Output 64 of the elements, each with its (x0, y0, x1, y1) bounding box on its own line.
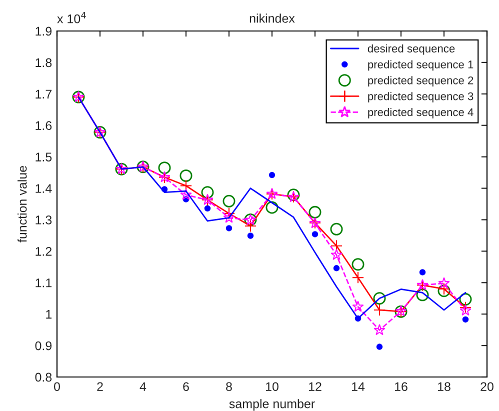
point (180, 169, 192, 182)
legend-label: predicted sequence 1 (368, 60, 474, 71)
point (222, 207, 236, 220)
y-tick-label: 1.9 (36, 26, 52, 36)
point (374, 324, 386, 336)
point (376, 344, 383, 350)
chart-title: nikindex (250, 14, 295, 23)
y-tick-label: 1.1 (36, 278, 52, 288)
y-tick-label: 1.3 (36, 216, 52, 224)
y-axis-title: function value (18, 166, 27, 242)
x-tick-label: 14 (352, 382, 365, 391)
point (373, 292, 386, 305)
point (226, 225, 232, 232)
point (462, 316, 469, 323)
x-tick-label: 16 (395, 382, 408, 392)
point (204, 205, 211, 212)
point (223, 212, 235, 223)
x-tick-label: 20 (480, 382, 494, 392)
point (352, 258, 364, 271)
y-tick-label: 1 (46, 310, 52, 319)
point (266, 201, 278, 214)
legend-label: desired sequence (368, 44, 455, 55)
x-axis-title: sample number (229, 399, 315, 411)
x-tick-label: 18 (438, 382, 450, 392)
point (312, 231, 318, 238)
point (330, 248, 342, 260)
point (158, 162, 171, 174)
x-tick-label: 10 (266, 382, 278, 392)
y-tick-label: 0.8 (35, 372, 52, 382)
point (244, 220, 257, 232)
point (308, 206, 322, 218)
point (268, 172, 276, 178)
y-tick-label: 1.2 (36, 246, 52, 256)
point (247, 232, 254, 239)
y-tick-label: 1.4 (36, 184, 52, 193)
point (460, 304, 472, 316)
legend-label: predicted sequence 3 (368, 92, 474, 102)
y-tick-label: 1.5 (36, 152, 52, 162)
point (222, 194, 236, 208)
point (373, 304, 386, 316)
legend-label: predicted sequence 4 (368, 108, 474, 118)
y-tick-label: 1.6 (36, 121, 52, 130)
x-tick-label: 6 (183, 382, 189, 392)
point (330, 222, 343, 236)
x-tick-label: 4 (140, 382, 146, 391)
text: x 10$^{4}$ (57, 12, 86, 24)
y-tick-label: 1.7 (36, 90, 52, 98)
point (352, 272, 364, 284)
point (180, 188, 192, 200)
point (201, 186, 214, 199)
x-tick-label: 12 (309, 382, 322, 391)
point (333, 265, 340, 272)
x-tick-label: 0 (54, 382, 60, 392)
y-tick-label: 1.8 (36, 58, 52, 68)
point (416, 288, 429, 302)
point (459, 293, 472, 306)
point (419, 269, 426, 276)
x-tick-label: 2 (97, 382, 103, 391)
point (459, 301, 472, 314)
x-tick-label: 8 (226, 382, 232, 392)
y-tick-label: 0.9 (35, 341, 52, 350)
legend-label: predicted sequence 2 (368, 76, 474, 87)
point (352, 300, 364, 312)
point (438, 277, 450, 288)
